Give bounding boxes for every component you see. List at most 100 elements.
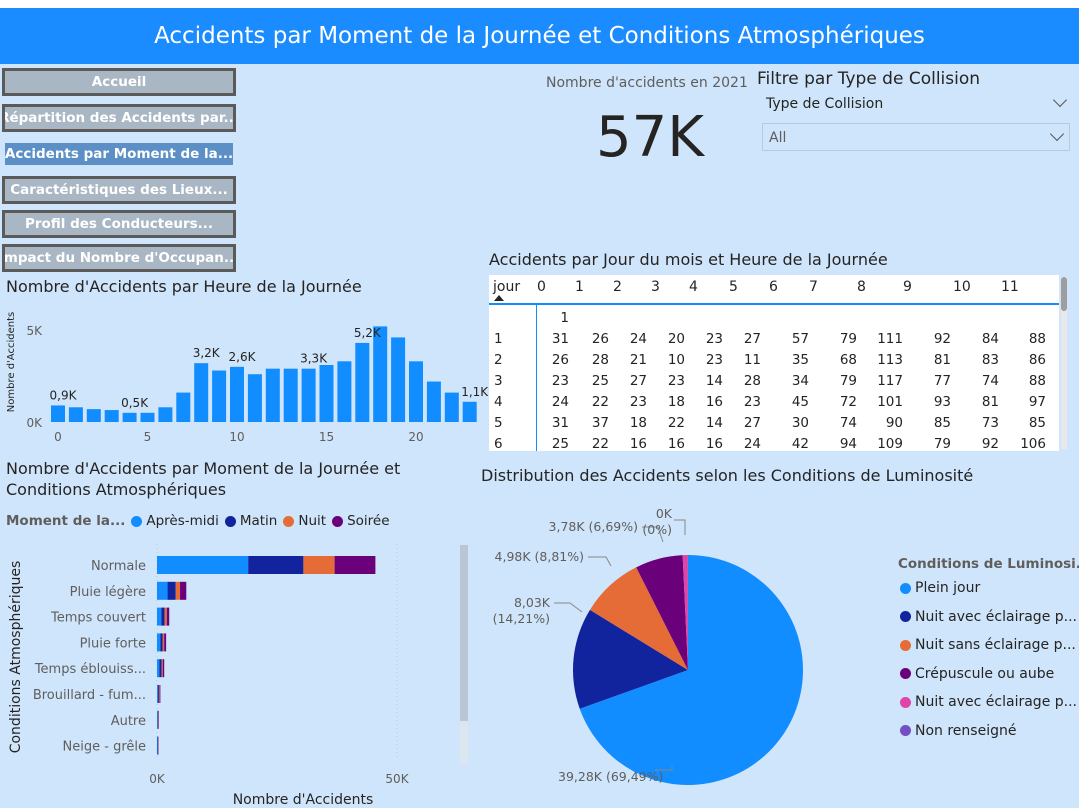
nav-button-accueil[interactable]: Accueil <box>2 68 236 96</box>
hour-bar[interactable] <box>140 412 155 422</box>
nav-button-lieux[interactable]: Caractéristiques des Lieux... <box>2 176 236 204</box>
pie-legend-item[interactable]: Non renseigné <box>900 723 1016 739</box>
hour-bar[interactable] <box>337 361 352 422</box>
chevron-down-icon[interactable] <box>1052 92 1068 108</box>
sort-ascending-icon[interactable] <box>494 295 504 301</box>
stacked-bar-segment[interactable] <box>158 685 160 703</box>
stacked-bar-segment[interactable] <box>157 659 160 678</box>
hour-bar[interactable] <box>230 366 244 422</box>
hour-bar[interactable] <box>409 361 423 422</box>
pie-legend-item[interactable]: Nuit sans éclairage p... <box>900 637 1076 653</box>
pie-slice[interactable] <box>636 555 688 670</box>
hour-bar[interactable] <box>301 368 316 422</box>
y-axis-title: Nombre d'Accidents <box>6 312 17 412</box>
matrix-column-header[interactable]: 5 <box>729 279 738 295</box>
matrix-column-header[interactable]: 2 <box>613 279 622 295</box>
stacked-bar-segment[interactable] <box>157 556 249 574</box>
hour-bar[interactable] <box>444 392 459 422</box>
matrix-scrollbar-thumb[interactable] <box>1061 277 1067 311</box>
nav-button-occupants[interactable]: Impact du Nombre d'Occupan... <box>2 244 236 272</box>
stacked-bar-segment[interactable] <box>159 659 162 678</box>
hour-bar[interactable] <box>283 368 298 422</box>
hour-bar[interactable] <box>212 370 227 422</box>
nav-button-repartition[interactable]: Répartition des Accidents par... <box>2 104 236 132</box>
matrix-column-header[interactable]: 11 <box>1001 279 1019 295</box>
stacked-bar-segment[interactable] <box>162 633 165 652</box>
matrix-column-header[interactable]: 9 <box>903 279 912 295</box>
collision-type-dropdown[interactable]: All <box>762 123 1070 151</box>
stacked-bar-segment[interactable] <box>334 556 376 574</box>
matrix-column-header[interactable]: 6 <box>769 279 778 295</box>
nav-button-moment-journee[interactable]: Accidents par Moment de la... <box>2 140 236 168</box>
hourly-bar-chart[interactable]: Nombre d'Accidents 0K 5K 0,9K 0,5K 3,2K 2,6K 3,… <box>0 300 490 450</box>
pie-slice[interactable] <box>579 555 803 785</box>
hour-bar[interactable] <box>391 337 406 422</box>
pie-legend-item[interactable]: Nuit avec éclairage p... <box>900 609 1077 625</box>
table-cell: 27 <box>629 373 647 389</box>
matrix-column-header[interactable]: 0 <box>537 279 546 295</box>
pie-legend-item[interactable]: Plein jour <box>900 580 980 596</box>
stacked-bar-segment[interactable] <box>161 659 163 678</box>
nav-button-conducteurs[interactable]: Profil des Conducteurs... <box>2 210 236 238</box>
stacked-bar-segment[interactable] <box>160 633 163 652</box>
hour-bar[interactable] <box>194 363 209 422</box>
slicer-field-header[interactable]: Type de Collision <box>766 96 884 112</box>
hour-bar[interactable] <box>373 326 388 422</box>
legend-label-soiree[interactable]: Soirée <box>347 513 390 529</box>
stacked-bar-segment[interactable] <box>157 736 158 755</box>
stacked-bar-segment[interactable] <box>157 685 159 703</box>
hour-bar[interactable] <box>176 392 191 422</box>
matrix-column-header[interactable]: 1 <box>575 279 584 295</box>
hour-bar[interactable] <box>265 368 280 422</box>
hour-bar[interactable] <box>158 407 173 422</box>
stacked-bar-segment[interactable] <box>157 685 158 703</box>
stacked-bar-segment[interactable] <box>166 607 170 626</box>
stacked-bar-segment[interactable] <box>164 607 167 626</box>
stacked-bar-segment[interactable] <box>162 659 165 678</box>
pie-slice[interactable] <box>573 609 688 709</box>
stacked-bar-segment[interactable] <box>167 581 176 600</box>
table-cell: 92 <box>933 331 951 347</box>
matrix-column-header[interactable]: 3 <box>651 279 660 295</box>
stacked-bar-segment[interactable] <box>159 685 161 703</box>
table-cell: 85 <box>933 415 951 431</box>
legend-label-matin[interactable]: Matin <box>239 513 278 529</box>
pie-slice[interactable] <box>682 555 688 670</box>
matrix-column-header[interactable]: 4 <box>689 279 698 295</box>
lighting-pie-chart[interactable]: 39,28K (69,49%) 8,03K(14,21%) 4,98K (8,81%… <box>480 490 890 808</box>
hour-bar[interactable] <box>86 409 101 422</box>
matrix-scrollbar-track[interactable] <box>1061 277 1067 449</box>
legend-label-nuit[interactable]: Nuit <box>298 513 327 529</box>
hour-bar[interactable] <box>122 412 137 422</box>
pie-slice[interactable] <box>589 567 688 670</box>
stacked-bar-segment[interactable] <box>180 581 187 600</box>
stacked-bar-segment[interactable] <box>303 556 335 574</box>
matrix-column-header[interactable]: 8 <box>857 279 866 295</box>
hour-bar[interactable] <box>68 407 83 422</box>
matrix-column-header[interactable]: jour <box>493 279 521 295</box>
matrix-column-header[interactable]: 7 <box>809 279 818 295</box>
stacked-bar-segment[interactable] <box>157 581 168 600</box>
pie-legend-item[interactable]: Nuit avec éclairage p... <box>900 694 1077 710</box>
pie-legend-item[interactable]: Crépuscule ou aube <box>900 666 1054 682</box>
stacked-bar-segment[interactable] <box>157 710 158 729</box>
hour-bar[interactable] <box>462 401 477 422</box>
weather-scrollbar-thumb[interactable] <box>460 545 468 721</box>
hour-bar[interactable] <box>51 405 65 422</box>
stacked-bar-segment[interactable] <box>175 581 181 600</box>
hour-bar[interactable] <box>426 381 441 422</box>
stacked-bar-segment[interactable] <box>248 556 304 574</box>
day-hour-matrix[interactable]: jour 0 1 2 3 4 5 6 7 8 9 10 11 1 1 31 26 24 20 23 27 57 79 111… <box>489 275 1059 451</box>
hour-bar[interactable] <box>247 374 262 422</box>
stacked-bar-segment[interactable] <box>157 633 161 652</box>
stacked-bar-segment[interactable] <box>161 607 165 626</box>
hour-bar[interactable] <box>355 342 370 422</box>
hour-bar[interactable] <box>104 410 119 422</box>
stacked-bar-segment[interactable] <box>164 633 167 652</box>
stacked-bar-segment[interactable] <box>157 607 162 626</box>
weather-stacked-bar-chart[interactable]: Conditions Atmosphériques 0K 50K Nombre d'A… <box>0 540 480 808</box>
legend-label-apres-midi[interactable]: Après-midi <box>146 513 219 529</box>
pie-leader-line <box>642 526 664 543</box>
matrix-column-header[interactable]: 10 <box>953 279 971 295</box>
hour-bar[interactable] <box>319 365 334 422</box>
